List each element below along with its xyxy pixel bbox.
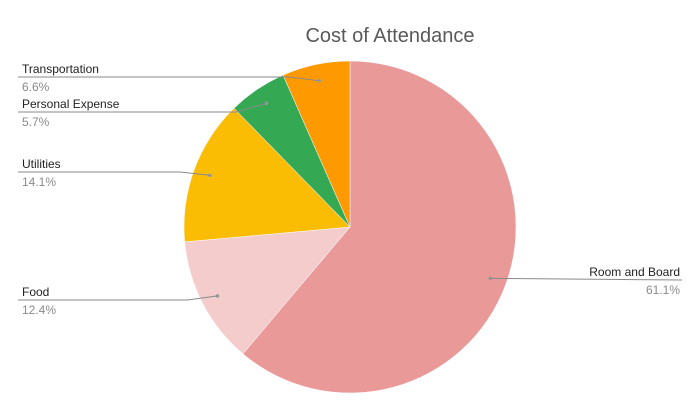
slice-label-transportation: Transportation — [22, 62, 99, 76]
slice-label-personal-expense: Personal Expense — [22, 97, 120, 111]
leader-line-personal-expense — [18, 102, 267, 113]
pie-labels: Room and Board 61.1% Food 12.4% Utilities 14.… — [18, 62, 683, 317]
leader-dot-personal-expense — [264, 101, 269, 106]
leader-line-transportation — [18, 76, 320, 82]
pie-slice-transportation — [282, 60, 351, 228]
slice-percent-food: 12.4% — [22, 303, 56, 317]
leader-line-food — [18, 295, 218, 301]
chart-title: Cost of Attendance — [305, 25, 474, 47]
pie-slice-food — [184, 226, 351, 355]
slice-percent-personal-expense: 5.7% — [22, 115, 50, 129]
leader-line-utilities — [18, 171, 210, 176]
pie-slices — [183, 60, 517, 394]
slice-percent-utilities: 14.1% — [22, 175, 56, 189]
pie-slice-room-and-board — [242, 60, 517, 394]
leader-dot-transportation — [317, 79, 322, 83]
leader-line-room-and-board — [490, 277, 683, 281]
slice-percent-room-and-board: 61.1% — [646, 283, 680, 297]
pie-slice-utilities — [183, 107, 351, 243]
slice-label-food: Food — [22, 285, 49, 299]
slice-label-utilities: Utilities — [22, 157, 61, 171]
slice-label-room-and-board: Room and Board — [589, 265, 680, 279]
slice-percent-transportation: 6.6% — [22, 80, 50, 94]
